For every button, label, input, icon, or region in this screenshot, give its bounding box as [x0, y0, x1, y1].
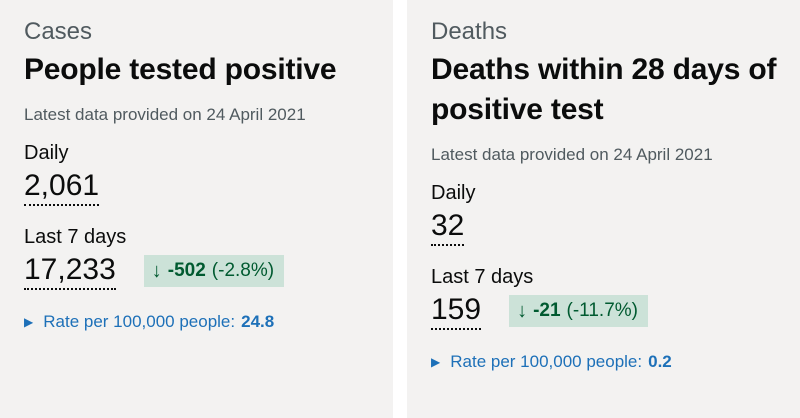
triangle-right-icon: ▶: [24, 315, 34, 329]
deaths-week-value[interactable]: 159: [431, 292, 482, 330]
deaths-week-label: Last 7 days: [431, 266, 534, 288]
cases-daily-value[interactable]: 2,061: [24, 168, 100, 206]
cases-rate-toggle[interactable]: ▶ Rate per 100,000 people: 24.8: [24, 312, 393, 332]
deaths-latest-date: Latest data provided on 24 April 2021: [431, 145, 713, 164]
deaths-title[interactable]: Deaths within 28 days of positive test: [431, 53, 777, 126]
cases-change-badge: ↓ -502 (-2.8%): [143, 255, 285, 287]
deaths-rate-toggle[interactable]: ▶ Rate per 100,000 people: 0.2: [431, 352, 800, 372]
cases-card: Cases People tested positive Latest data…: [0, 0, 393, 418]
cases-title[interactable]: People tested positive: [24, 53, 337, 86]
cases-week-value[interactable]: 17,233: [24, 252, 116, 290]
cases-change-percent: (-2.8%): [211, 260, 275, 281]
deaths-change-percent: (-11.7%): [566, 300, 638, 321]
cases-week-label: Last 7 days: [24, 226, 127, 248]
cases-latest-date: Latest data provided on 24 April 2021: [24, 105, 306, 124]
deaths-card: Deaths Deaths within 28 days of positive…: [407, 0, 800, 418]
cases-caption: Cases: [24, 18, 93, 45]
cases-rate-value: 24.8: [241, 312, 275, 331]
deaths-caption: Deaths: [431, 18, 508, 45]
deaths-change-value: -21: [533, 300, 561, 321]
cases-change-value: -502: [167, 260, 206, 281]
deaths-daily-label: Daily: [431, 182, 476, 204]
cases-rate-label: Rate per 100,000 people:: [43, 312, 236, 331]
deaths-rate-value: 0.2: [648, 352, 672, 371]
deaths-change-badge: ↓ -21 (-11.7%): [509, 295, 648, 327]
deaths-daily-value[interactable]: 32: [431, 208, 465, 246]
cases-daily-label: Daily: [24, 142, 69, 164]
deaths-rate-label: Rate per 100,000 people:: [450, 352, 643, 371]
triangle-right-icon: ▶: [431, 355, 441, 369]
arrow-down-icon: ↓: [151, 260, 162, 282]
arrow-down-icon: ↓: [517, 300, 528, 322]
